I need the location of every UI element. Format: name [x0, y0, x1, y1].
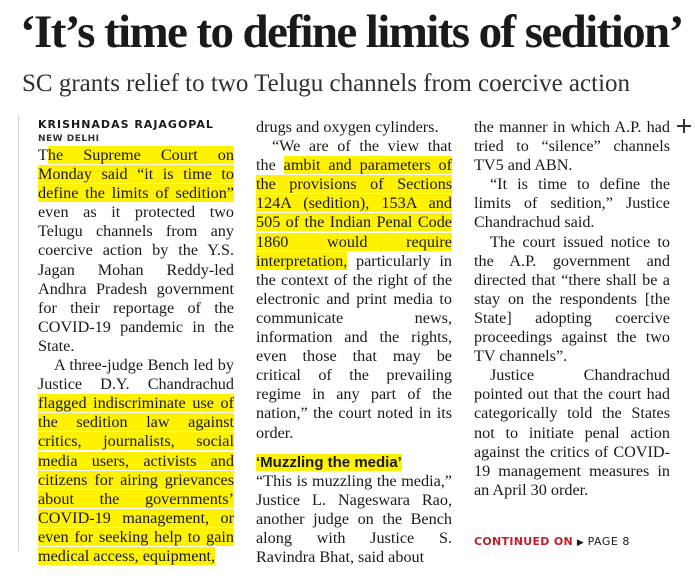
continued-page: PAGE 8 [587, 535, 630, 548]
paragraph: “This is muzzling the media,” Justice L.… [256, 471, 452, 567]
crosshair-cursor-icon [677, 119, 691, 133]
article-column-3: the manner in which A.P. had tried to “s… [474, 118, 670, 500]
section-subhead: ‘Muzzling the media’ [256, 453, 452, 472]
highlighted-text: ambit and parameters of the provisions o… [256, 156, 452, 270]
article-column-1: The Supreme Court on Monday said “it is … [38, 146, 234, 566]
paragraph-text: “We are of the view that the [256, 137, 452, 175]
paragraph: the manner in which A.P. had tried to “s… [474, 118, 670, 175]
paragraph: A three-judge Bench led by Justice D.Y. … [38, 356, 234, 566]
paragraph: drugs and oxygen cylinders. [256, 118, 439, 136]
column-rule [18, 115, 19, 551]
paragraph: “We are of the view that the ambit and p… [256, 137, 452, 443]
paragraph-text: particularly in the context of the right… [256, 251, 452, 442]
subheadline: SC grants relief to two Telugu channels … [22, 70, 631, 97]
dateline: NEW DELHI [38, 134, 100, 144]
paragraph: The court issued notice to the A.P. gove… [474, 232, 670, 366]
continued-on-link[interactable]: CONTINUED ON ▶ PAGE 8 [474, 535, 630, 548]
byline: KRISHNADAS RAJAGOPAL [38, 118, 214, 131]
continued-label: CONTINUED ON [474, 535, 573, 548]
drop-text: T [38, 146, 48, 164]
highlighted-text: ‘Muzzling the media’ [256, 453, 402, 471]
paragraph-text: even as it protected two Telugu channels… [38, 203, 234, 355]
highlighted-text: he Supreme Court on Monday said “it is t… [38, 146, 234, 203]
paragraph: The Supreme Court on Monday said “it is … [38, 146, 234, 356]
headline: ‘It’s time to define limits of sedition’ [20, 6, 684, 58]
paragraph: Justice Chandrachud pointed out that the… [474, 366, 670, 499]
paragraph: “It is time to define the limits of sedi… [474, 175, 670, 232]
paragraph-text: A three-judge Bench led by Justice D.Y. … [38, 356, 234, 394]
article-column-2: drugs and oxygen cylinders. “We are of t… [256, 118, 452, 567]
highlighted-text: flagged indiscriminate use of the sediti… [38, 394, 234, 565]
arrow-right-icon: ▶ [576, 538, 584, 548]
